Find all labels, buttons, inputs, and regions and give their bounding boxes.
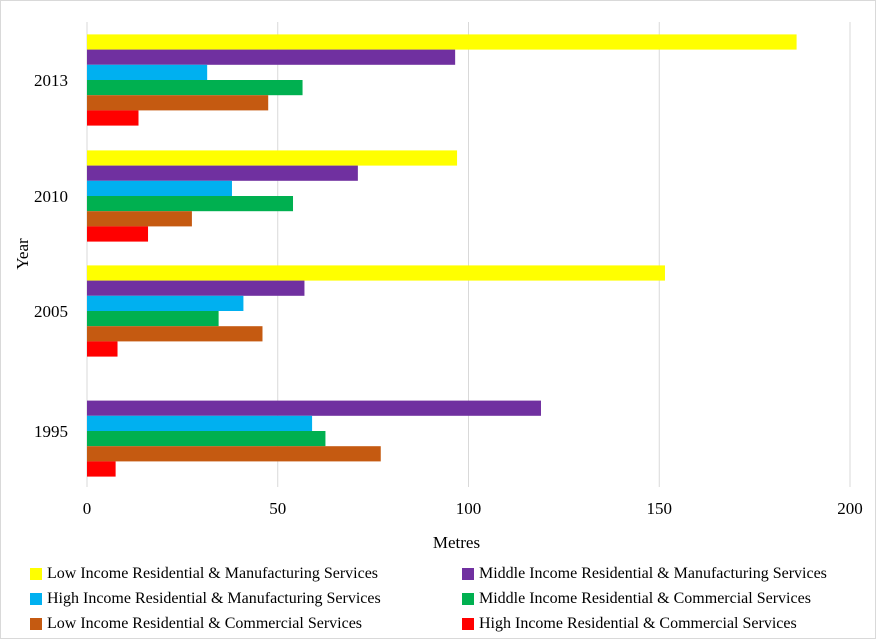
legend-item: Middle Income Residential & Commercial S…	[462, 588, 811, 610]
bar	[87, 400, 541, 416]
legend-item: High Income Residential & Manufacturing …	[30, 588, 381, 610]
y-axis-title: Year	[13, 238, 32, 270]
legend-swatch	[462, 618, 474, 630]
legend-item: Low Income Residential & Manufacturing S…	[30, 563, 378, 585]
y-tick-label: 2010	[34, 187, 68, 206]
bar	[87, 110, 139, 126]
bar	[87, 431, 326, 447]
legend-label: Middle Income Residential & Commercial S…	[479, 590, 811, 607]
bar	[87, 226, 149, 242]
legend-item: Middle Income Residential & Manufacturin…	[462, 563, 827, 585]
bar	[87, 150, 458, 166]
bar	[87, 211, 192, 227]
legend-label: Low Income Residential & Commercial Serv…	[47, 615, 363, 632]
bar	[87, 165, 358, 181]
legend-swatch	[30, 593, 42, 605]
x-tick-label: 100	[456, 499, 482, 518]
x-tick-label: 200	[837, 499, 863, 518]
x-tick-label: 150	[647, 499, 673, 518]
bar	[87, 461, 116, 477]
x-tick-label: 0	[83, 499, 92, 518]
bar	[87, 311, 219, 327]
legend-item: Low Income Residential & Commercial Serv…	[30, 613, 362, 635]
bar	[87, 326, 263, 342]
bar	[87, 95, 269, 111]
bar	[87, 196, 294, 212]
bar	[87, 295, 244, 311]
y-tick-label: 2013	[34, 71, 68, 90]
legend-label: Middle Income Residential & Manufacturin…	[479, 565, 827, 582]
legend-swatch	[30, 618, 42, 630]
bar	[87, 80, 303, 96]
legend-label: High Income Residential & Commercial Ser…	[479, 615, 797, 632]
bar	[87, 64, 208, 80]
legend-label: Low Income Residential & Manufacturing S…	[47, 565, 379, 582]
y-tick-label: 1995	[34, 422, 68, 441]
y-tick-label: 2005	[34, 302, 68, 321]
bar	[87, 265, 665, 281]
legend-swatch	[462, 593, 474, 605]
bar	[87, 49, 456, 65]
legend-item: High Income Residential & Commercial Ser…	[462, 613, 797, 635]
legend-swatch	[462, 568, 474, 580]
x-tick-label: 50	[269, 499, 286, 518]
legend-label: High Income Residential & Manufacturing …	[47, 590, 381, 607]
bar	[87, 34, 797, 50]
x-axis-title: Metres	[433, 533, 480, 552]
bar	[87, 180, 232, 196]
bar	[87, 415, 313, 431]
bar	[87, 446, 381, 462]
bar	[87, 280, 305, 296]
bar	[87, 341, 118, 357]
legend-swatch	[30, 568, 42, 580]
